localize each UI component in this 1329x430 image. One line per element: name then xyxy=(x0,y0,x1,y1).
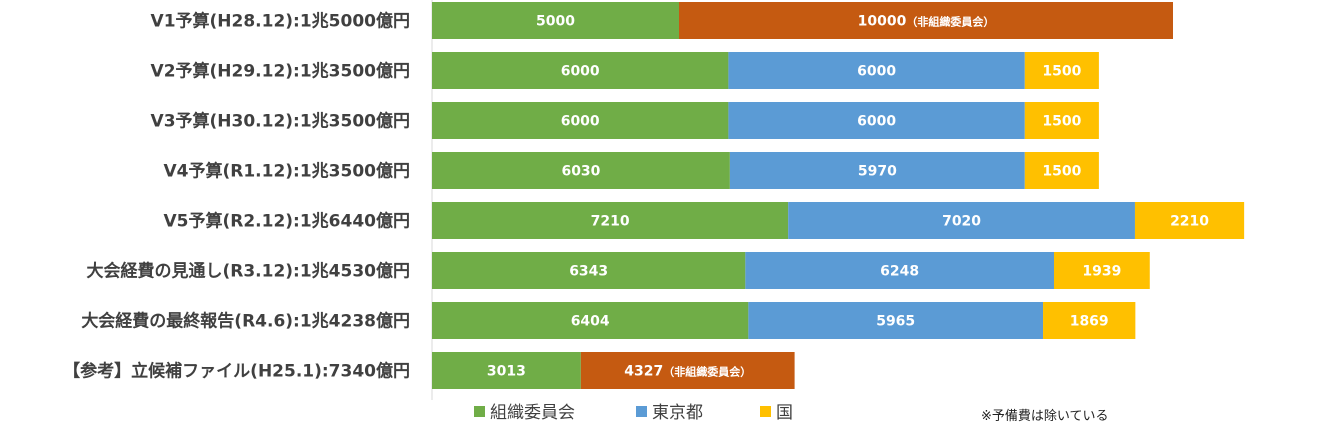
bar-segment xyxy=(745,252,1054,289)
data-label: 7210 xyxy=(591,214,630,230)
bar-segment xyxy=(788,202,1135,239)
data-label: 6000 xyxy=(561,64,600,80)
legend: 組織委員会 東京都 国 xyxy=(474,403,793,423)
bar-segment xyxy=(728,52,1025,89)
data-label: 6343 xyxy=(569,264,608,280)
data-label: 6404 xyxy=(571,314,610,330)
legend-swatch xyxy=(636,406,647,417)
category-label: 【参考】立候補ファイル(H25.1):7340億円 xyxy=(63,361,410,382)
category-label: V5予算(R2.12):1兆6440億円 xyxy=(164,211,411,232)
category-label: V2予算(H29.12):1兆3500億円 xyxy=(151,61,410,82)
category-label: 大会経費の見通し(R3.12):1兆4530億円 xyxy=(86,261,410,282)
bar-segment xyxy=(432,352,581,389)
data-label: 7020 xyxy=(942,214,981,230)
data-label: 1869 xyxy=(1070,314,1109,330)
category-labels: V1予算(H28.12):1兆5000億円 V2予算(H29.12):1兆3500… xyxy=(63,11,410,382)
bar-segment xyxy=(432,2,679,39)
data-label: 1500 xyxy=(1042,114,1081,130)
legend-label: 国 xyxy=(776,403,793,423)
bar-segment xyxy=(432,252,746,289)
bar-segment xyxy=(729,152,1025,189)
data-label: 5970 xyxy=(858,164,897,180)
data-label: 6030 xyxy=(561,164,600,180)
bar-segment xyxy=(728,102,1025,139)
bar-segment xyxy=(580,352,795,389)
data-label: 6000 xyxy=(561,114,600,130)
bar-segment xyxy=(432,152,730,189)
bar-segment xyxy=(432,102,729,139)
category-label: V1予算(H28.12):1兆5000億円 xyxy=(151,11,410,32)
bar-segment xyxy=(432,52,729,89)
bars-layer: 5000 10000（非組織委員会） 6000 6000 1500 6000 6000 150… xyxy=(432,2,1245,389)
bar-segment xyxy=(679,2,1173,39)
bar-segment xyxy=(1024,102,1099,139)
data-label: 5000 xyxy=(536,14,575,30)
data-label: 6000 xyxy=(857,114,896,130)
bar-segment xyxy=(1134,202,1245,239)
data-label: 5965 xyxy=(876,314,915,330)
data-label: 1939 xyxy=(1082,264,1121,280)
bar-segment xyxy=(1043,302,1136,339)
footnote: ※予備費は除いている xyxy=(981,408,1109,424)
data-label: 1500 xyxy=(1042,164,1081,180)
data-label: 6248 xyxy=(880,264,919,280)
bar-segment xyxy=(1024,152,1099,189)
bar-segment xyxy=(748,302,1044,339)
data-label: 1500 xyxy=(1042,64,1081,80)
bar-segment xyxy=(432,202,789,239)
data-label: 4327（非組織委員会） xyxy=(624,364,751,380)
bar-segment xyxy=(432,302,749,339)
category-label: V4予算(R1.12):1兆3500億円 xyxy=(164,161,411,182)
data-label: 3013 xyxy=(487,364,526,380)
bar-segment xyxy=(1053,252,1150,289)
category-label: V3予算(H30.12):1兆3500億円 xyxy=(151,111,410,132)
bar-segment xyxy=(1024,52,1099,89)
data-label: 6000 xyxy=(857,64,896,80)
legend-swatch xyxy=(474,406,485,417)
legend-label: 組織委員会 xyxy=(490,403,575,423)
legend-label: 東京都 xyxy=(652,403,703,423)
legend-swatch xyxy=(760,406,771,417)
data-label: 10000（非組織委員会） xyxy=(858,14,995,30)
data-label: 2210 xyxy=(1170,214,1209,230)
category-label: 大会経費の最終報告(R4.6):1兆4238億円 xyxy=(81,311,410,332)
